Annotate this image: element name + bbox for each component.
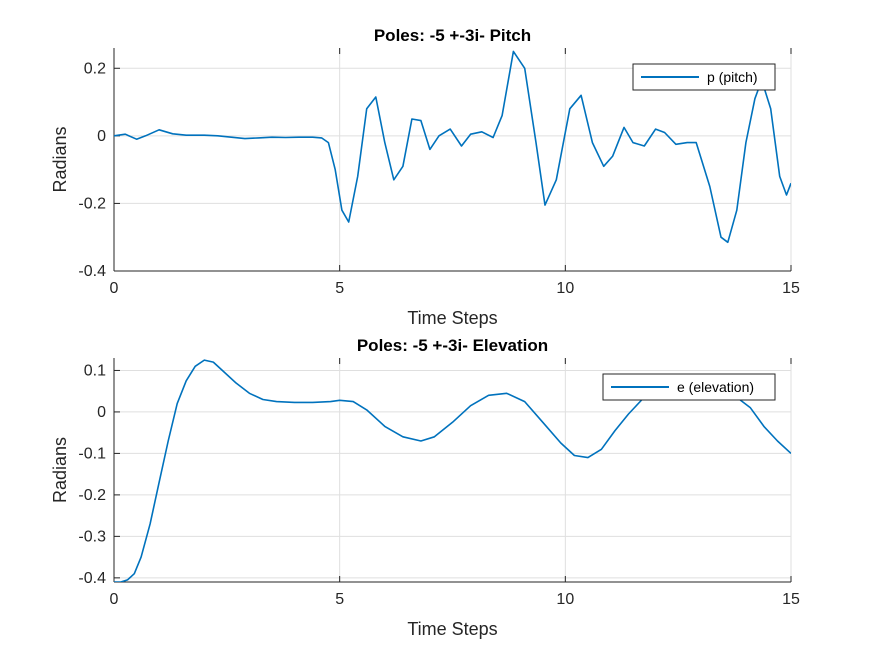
x-tick-label-elevation-0: 0 xyxy=(110,591,119,608)
y-tick-label-pitch-3: -0.4 xyxy=(78,263,106,280)
y-tick-label-elevation-1: 0 xyxy=(97,404,106,421)
y-tick-label-elevation-4: -0.3 xyxy=(78,528,106,545)
chart-title-pitch: Poles: -5 +-3i- Pitch xyxy=(374,26,531,45)
legend-label-pitch: p (pitch) xyxy=(707,69,758,85)
chart-pitch: 0 5 10 15 0.2 0 -0.2 -0.4 p (pitch) Poles: -5 +-3… xyxy=(50,26,800,328)
x-tick-label-elevation-1: 5 xyxy=(335,591,344,608)
x-tick-label-pitch-1: 5 xyxy=(335,280,344,297)
x-axis-label-pitch: Time Steps xyxy=(407,308,497,328)
y-tick-label-pitch-2: -0.2 xyxy=(78,195,106,212)
legend-label-elevation: e (elevation) xyxy=(677,379,754,395)
y-tick-label-pitch-1: 0 xyxy=(97,128,106,145)
series-line-pitch-0 xyxy=(114,50,791,244)
chart-elevation: 0 5 10 15 0.1 0 -0.1 -0.2 -0.3 -0.4 e (elevation) P… xyxy=(50,336,800,639)
y-tick-label-elevation-3: -0.2 xyxy=(78,487,106,504)
x-tick-label-elevation-3: 15 xyxy=(782,591,800,608)
y-axis-label-elevation: Radians xyxy=(50,437,70,503)
x-tick-label-pitch-0: 0 xyxy=(110,280,119,297)
x-tick-label-pitch-2: 10 xyxy=(556,280,574,297)
x-axis-label-elevation: Time Steps xyxy=(407,619,497,639)
chart-title-elevation: Poles: -5 +-3i- Elevation xyxy=(357,336,548,355)
y-tick-label-elevation-5: -0.4 xyxy=(78,570,106,587)
y-axis-label-pitch: Radians xyxy=(50,126,70,192)
y-tick-label-pitch-0: 0.2 xyxy=(84,60,106,77)
x-tick-label-pitch-3: 15 xyxy=(782,280,800,297)
y-tick-label-elevation-0: 0.1 xyxy=(84,362,106,379)
x-tick-label-elevation-2: 10 xyxy=(556,591,574,608)
y-tick-label-elevation-2: -0.1 xyxy=(78,445,106,462)
